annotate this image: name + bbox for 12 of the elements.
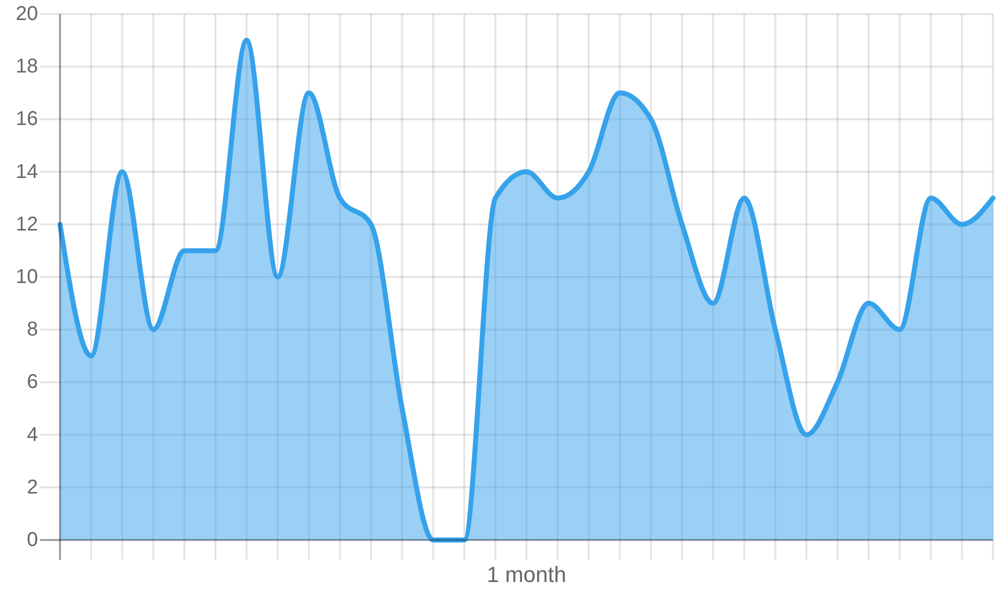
- y-tick-label: 6: [26, 371, 38, 394]
- y-tick-label: 4: [26, 424, 38, 446]
- x-axis-title: 1 month: [486, 562, 566, 587]
- y-tick-label: 18: [16, 56, 38, 78]
- y-tick-label: 14: [16, 160, 38, 183]
- y-tick-label: 10: [16, 266, 38, 288]
- y-tick-label: 12: [16, 213, 38, 236]
- y-tick-label: 20: [16, 3, 38, 25]
- y-tick-label: 0: [26, 529, 38, 551]
- y-tick-label: 16: [16, 108, 38, 130]
- y-tick-label: 2: [26, 476, 38, 498]
- y-tick-label: 8: [26, 318, 38, 341]
